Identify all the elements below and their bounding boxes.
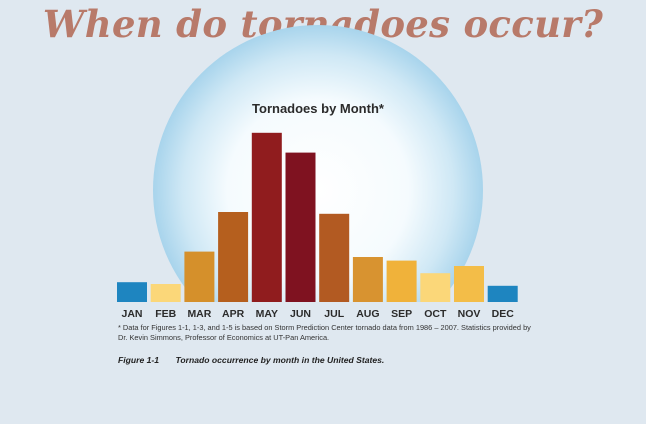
x-tick-label-nov: NOV	[458, 308, 481, 320]
bar-oct	[420, 273, 451, 302]
bar-may	[251, 132, 282, 302]
x-tick-labels: JAN FEB MAR APR MAY JUN JUL AUG SEP OCT NOV DEC	[121, 308, 514, 320]
bar-jul	[319, 213, 350, 302]
bar-apr	[218, 212, 249, 302]
x-tick-label-dec: DEC	[492, 308, 515, 320]
bar-aug	[352, 257, 383, 302]
figure-caption-line: Figure 1-1 Tornado occurrence by month i…	[118, 355, 384, 365]
bar-feb	[150, 284, 181, 302]
x-tick-label-sep: SEP	[391, 308, 412, 320]
x-tick-label-mar: MAR	[187, 308, 211, 320]
chart-background-glow	[153, 25, 483, 302]
bar-dec	[487, 285, 518, 302]
x-tick-label-apr: APR	[222, 308, 245, 320]
bar-jun	[285, 152, 316, 302]
x-tick-label-may: MAY	[256, 308, 278, 320]
x-tick-label-aug: AUG	[356, 308, 379, 320]
x-tick-label-oct: OCT	[424, 308, 447, 320]
chart-footnote: * Data for Figures 1-1, 1-3, and 1-5 is …	[118, 323, 531, 342]
x-tick-label-jun: JUN	[290, 308, 311, 320]
x-tick-label-jan: JAN	[121, 308, 142, 320]
figure-caption: Tornado occurrence by month in the Unite…	[175, 355, 385, 365]
bar-jan	[117, 282, 147, 302]
x-tick-label-feb: FEB	[155, 308, 176, 320]
bar-nov	[454, 266, 484, 302]
x-tick-label-jul: JUL	[324, 308, 344, 320]
chart-title: Tornadoes by Month*	[252, 101, 385, 116]
bar-mar	[184, 251, 215, 302]
bar-sep	[386, 260, 417, 302]
bar-group	[117, 132, 518, 302]
figure-label: Figure 1-1	[118, 355, 160, 365]
